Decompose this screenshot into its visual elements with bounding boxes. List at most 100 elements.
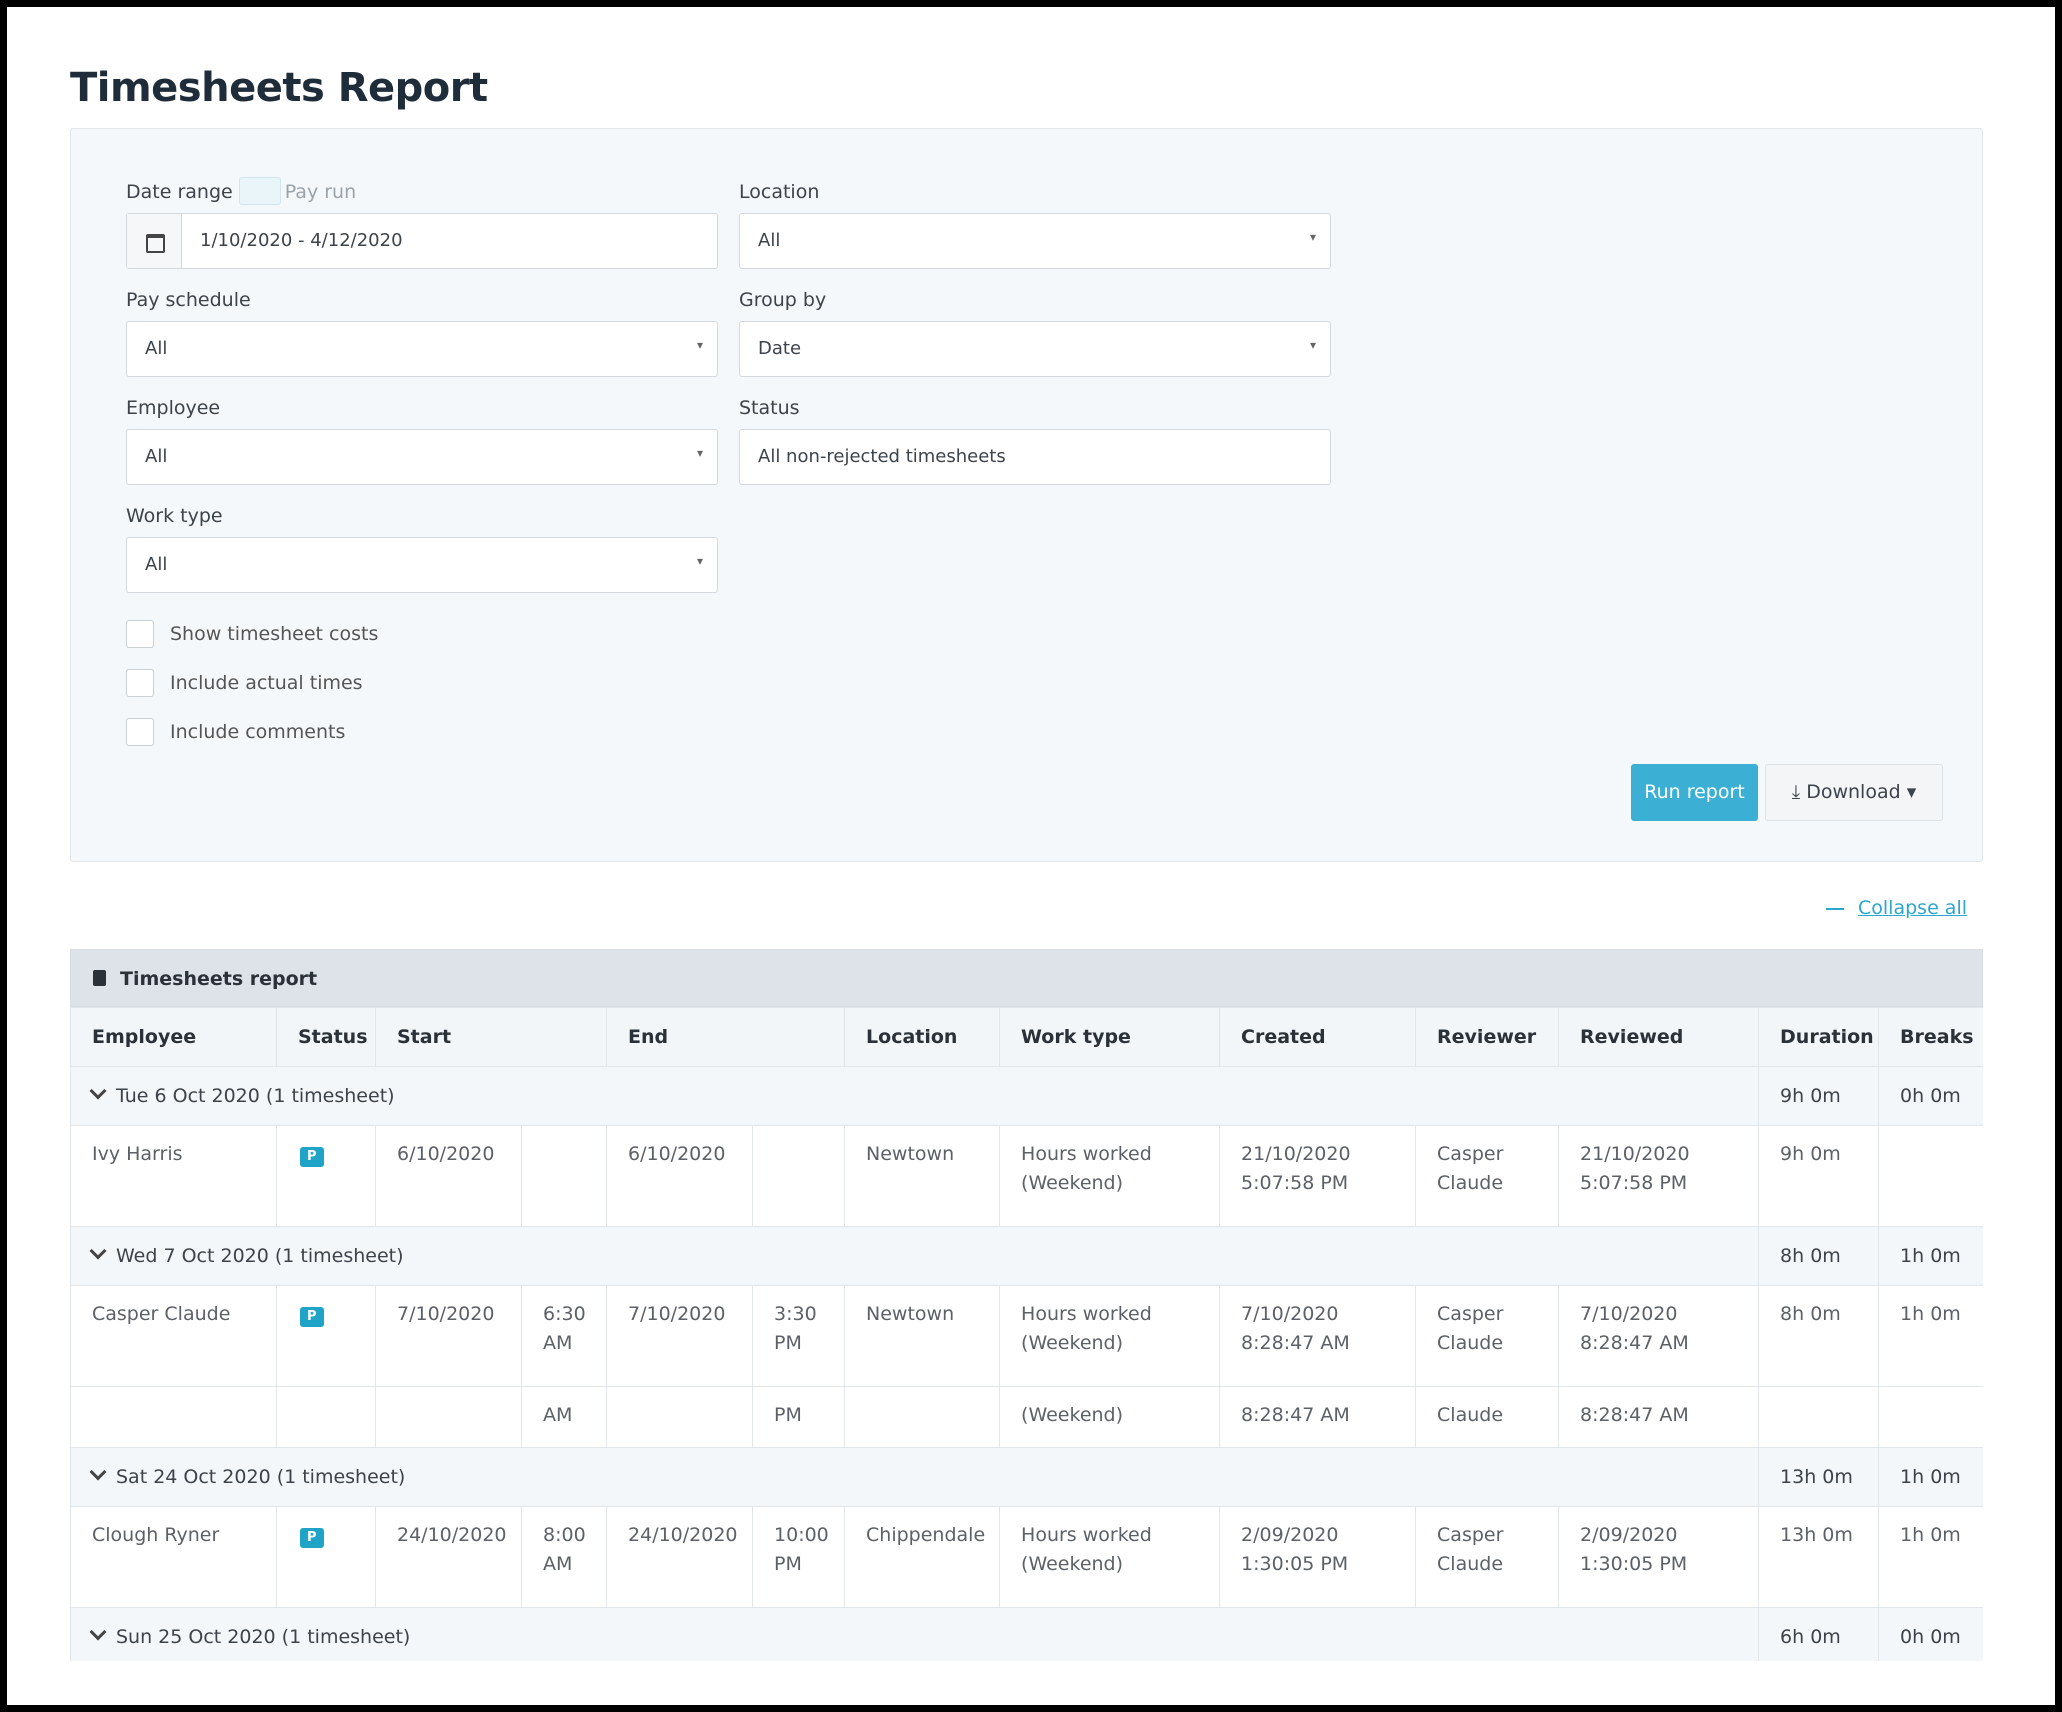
header-row: Employee Status Start End Location Work type C… [70,1007,1983,1067]
input[interactable]: 1/10/2020 - 4/12/2020 [126,213,718,269]
cell: Casper Claude [1415,1506,1560,1608]
group-row[interactable]: Tue 6 Oct 2020 (1 timesheet) 9h 0m 0h 0m [70,1066,1983,1126]
dropdown-caret: ▾ [696,446,703,460]
cell: 6/10/2020 [606,1125,754,1227]
group-duration: 13h 0m [1758,1447,1880,1507]
cell [1878,1386,1983,1448]
checkbox-label: Include actual times [170,671,363,694]
cell: 7/10/2020 8:28:47 AM [1219,1285,1417,1387]
group-breaks: 0h 0m [1878,1066,1983,1126]
checkbox[interactable] [126,717,154,746]
cell [1758,1386,1880,1448]
download-button[interactable]: ⤓ Download ▾ [1765,764,1943,821]
dropdown[interactable]: All ▾ [126,429,718,485]
timesheet-row: Ivy Harris P 6/10/2020 6/10/2020 Newtown Hour… [70,1125,1983,1227]
column-header: Start [374,1007,608,1067]
run-report-button[interactable]: Run report [1631,764,1758,821]
download-label: Download [1806,781,1901,803]
filter-panel: Date range Pay run 1/10/2020 - 4/12/2020 Lo… [70,128,1983,862]
cell: 21/10/2020 5:07:58 PM [1219,1125,1417,1227]
checkbox-option[interactable]: Include actual times [126,654,378,711]
timesheet-row: Casper Claude P 7/10/2020 6:30 AM 7/10/2020 3… [70,1285,1983,1387]
cell: Casper Claude [70,1285,277,1387]
checkbox-label: Include comments [170,720,346,743]
collapse-all-link[interactable]: Collapse all [1826,897,1967,919]
cell: 1h 0m [1878,1506,1983,1608]
dropdown[interactable]: All ▾ [126,321,718,377]
column-header: Duration [1758,1007,1880,1067]
cell: 7/10/2020 8:28:47 AM [1558,1285,1760,1387]
field-label-text: Date range [126,181,233,203]
cell: PM [752,1386,846,1448]
field-value: Date [758,338,802,359]
dropdown[interactable]: All ▾ [126,537,718,593]
group-label[interactable]: Tue 6 Oct 2020 (1 timesheet) [70,1066,1760,1126]
checkbox[interactable] [126,668,154,697]
group-breaks: 1h 0m [1878,1447,1983,1507]
column-header: Breaks [1878,1007,1983,1067]
cell: AM [520,1386,608,1448]
cell [752,1125,846,1227]
page-title: Timesheets Report [70,65,488,111]
field-label-text: Work type [126,505,223,527]
cell: Ivy Harris [70,1125,277,1227]
report: Timesheets report Employee Status Start End… [70,949,1983,1661]
cell [375,1386,522,1448]
cell: Casper Claude [1415,1285,1560,1387]
cell: Hours worked (Weekend) [999,1285,1221,1387]
cell: (Weekend) [999,1386,1221,1448]
caret: ▾ [1900,781,1917,803]
cell: Casper Claude [1415,1125,1560,1227]
field-label: Pay schedule [126,285,718,321]
cell: 24/10/2020 [606,1506,754,1608]
report-table: Employee Status Start End Location Work type C… [70,1007,1983,1661]
field-label-text: Employee [126,397,221,419]
cell: 2/09/2020 1:30:05 PM [1558,1506,1760,1608]
cell: Newtown [844,1285,1001,1387]
mode-toggle-text[interactable]: Pay run [284,181,357,203]
group-row[interactable]: Wed 7 Oct 2020 (1 timesheet) 8h 0m 1h 0m [70,1226,1983,1286]
cell: 10:00 PM [752,1506,846,1608]
field-label: Status [739,393,1331,429]
cell: 3:30 PM [752,1285,846,1387]
filter-field: Employee All ▾ [126,393,718,501]
checkbox-option[interactable]: Include comments [126,703,378,760]
group-duration: 9h 0m [1758,1066,1880,1126]
filter-field: Work type All ▾ [126,501,718,609]
group-label[interactable]: Sat 24 Oct 2020 (1 timesheet) [70,1447,1760,1507]
cell [520,1125,608,1227]
group-row[interactable]: Sun 25 Oct 2020 (1 timesheet) 6h 0m 0h 0m [70,1607,1983,1661]
group-label[interactable]: Sun 25 Oct 2020 (1 timesheet) [70,1607,1760,1661]
group-row[interactable]: Sat 24 Oct 2020 (1 timesheet) 13h 0m 1h 0m [70,1447,1983,1507]
field-label: Group by [739,285,1331,321]
group-label[interactable]: Wed 7 Oct 2020 (1 timesheet) [70,1226,1760,1286]
report-body: Tue 6 Oct 2020 (1 timesheet) 9h 0m 0h 0m Iv… [70,1066,1983,1661]
cell: 1h 0m [1878,1285,1983,1387]
field-label-text: Group by [739,289,827,311]
cell: P [276,1506,376,1608]
dropdown-caret: ▾ [696,338,703,352]
group-breaks: 1h 0m [1878,1226,1983,1286]
dropdown[interactable]: All ▾ [739,213,1331,269]
field-value: All non-rejected timesheets [758,446,1006,467]
timesheet-row: Clough Ryner P 24/10/2020 8:00 AM 24/10/2020… [70,1506,1983,1608]
checkbox-option[interactable]: Show timesheet costs [126,605,378,662]
filter-field: Location All ▾ [739,177,1331,285]
field-value: All [145,554,168,575]
cell: 8:28:47 AM [1219,1386,1417,1448]
cell: Newtown [844,1125,1001,1227]
dropdown[interactable]: Date ▾ [739,321,1331,377]
mode-toggle[interactable] [238,176,281,205]
checkbox[interactable] [126,619,154,648]
download-icon: ⤓ [1791,781,1807,803]
input[interactable]: All non-rejected timesheets [739,429,1331,485]
column-header: Employee [70,1007,277,1067]
cell [70,1386,277,1448]
calendar-icon [127,214,182,268]
checkbox-label: Show timesheet costs [170,622,379,645]
report-header: Timesheets report [70,949,1983,1007]
column-header: Work type [999,1007,1221,1067]
cell: Claude [1415,1386,1560,1448]
cell: Chippendale [844,1506,1001,1608]
